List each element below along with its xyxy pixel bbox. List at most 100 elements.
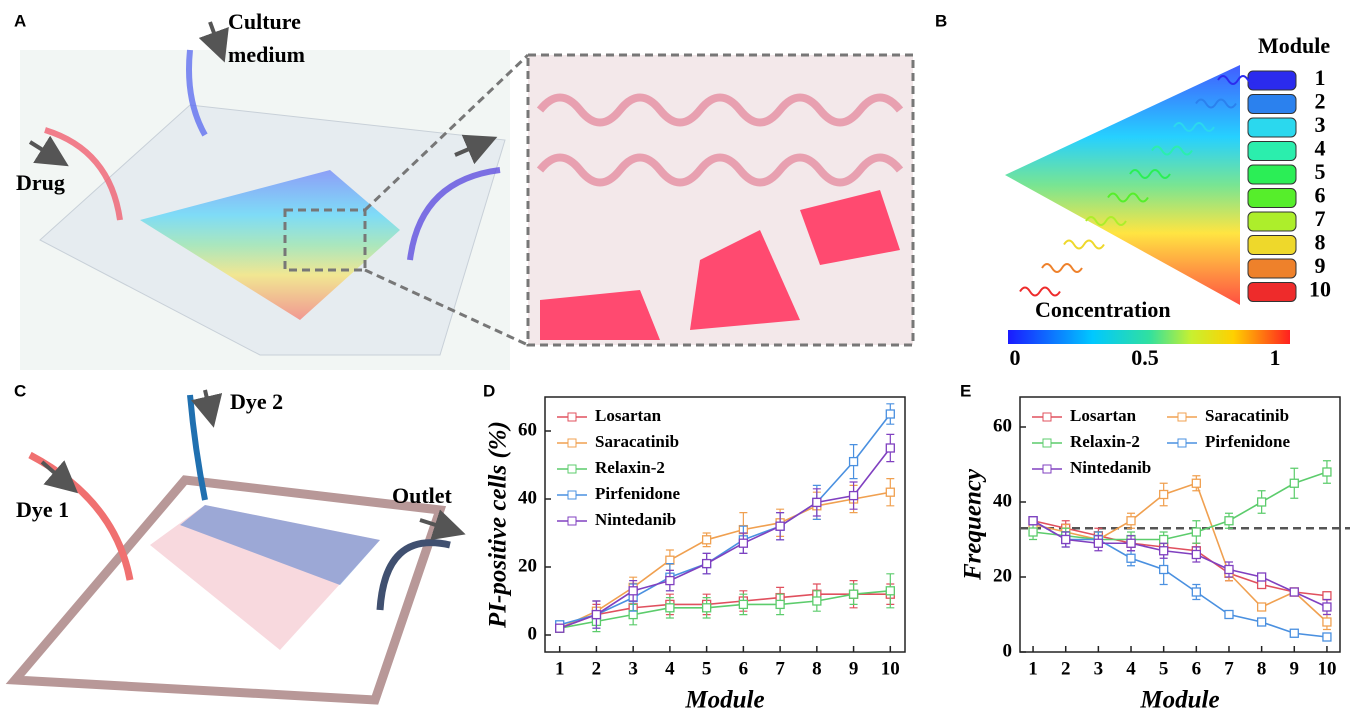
data-point [886,444,894,452]
y-tick-label: 20 [518,555,537,576]
x-axis-label: Module [1139,687,1219,714]
data-point [1160,491,1168,499]
legend-label: Losartan [1070,406,1137,425]
y-tick-label: 20 [993,565,1012,586]
colorbar [1008,330,1290,344]
x-tick-label: 1 [1028,658,1038,679]
series-line [560,594,891,628]
x-tick-label: 10 [1317,658,1336,679]
figure: A Culture medium Drug B Module Concentra… [0,0,1353,718]
data-point [1290,588,1298,596]
data-point [1258,581,1266,589]
data-point [776,600,784,608]
x-tick-label: 1 [555,658,565,679]
label-culture: Culture [228,9,301,34]
data-point [1160,536,1168,544]
data-point [1127,539,1135,547]
legend-marker [568,465,576,473]
data-point [1192,551,1200,559]
data-point [1094,539,1102,547]
data-point [739,600,747,608]
dye-chip [15,390,458,700]
x-tick-label: 3 [628,658,638,679]
data-point [1127,554,1135,562]
panel-letter: A [14,11,26,30]
legend-marker [1043,413,1051,421]
y-tick-label: 0 [528,623,538,644]
module-chamber [1248,259,1296,278]
colorbar-tick: 1 [1270,345,1281,370]
data-point [666,577,674,585]
x-tick-label: 6 [739,658,749,679]
label-drug: Drug [16,170,65,195]
module-label: 4 [1315,136,1326,161]
legend-marker [1043,465,1051,473]
data-point [1225,517,1233,525]
data-point [1160,566,1168,574]
x-tick-label: 7 [1224,658,1234,679]
data-point [629,587,637,595]
module-label: 3 [1315,112,1326,137]
module-label: 2 [1315,89,1326,114]
data-point [556,624,564,632]
data-point [1323,603,1331,611]
x-tick-label: 7 [775,658,785,679]
chip-illustration [20,22,913,370]
data-point [1192,528,1200,536]
data-point [703,536,711,544]
data-point [1258,573,1266,581]
x-tick-label: 4 [1126,658,1136,679]
data-point [813,498,821,506]
data-point [1323,592,1331,600]
legend-label: Relaxin-2 [595,458,665,477]
y-axis-label: Frequency [960,468,987,581]
data-point [1258,603,1266,611]
x-tick-label: 8 [1257,658,1267,679]
module-chamber [1248,118,1296,137]
legend-label: Pirfenidone [1205,432,1290,451]
y-tick-label: 60 [993,415,1012,436]
data-point [886,587,894,595]
module-chamber [1248,236,1296,255]
module-chamber [1248,189,1296,208]
y-tick-label: 40 [518,487,537,508]
y-tick-label: 0 [1003,640,1013,661]
legend-marker [568,491,576,499]
data-point [886,488,894,496]
data-point [1323,468,1331,476]
x-tick-label: 8 [812,658,822,679]
data-point [1258,498,1266,506]
data-point [666,604,674,612]
x-tick-label: 2 [1061,658,1071,679]
legend-marker [568,517,576,525]
x-tick-label: 5 [702,658,712,679]
x-tick-label: 3 [1094,658,1104,679]
module-title: Module [1258,33,1330,58]
x-tick-label: 9 [1290,658,1300,679]
data-point [1225,611,1233,619]
legend-label: Saracatinib [1205,406,1289,425]
legend-marker [1178,413,1186,421]
module-label: 1 [1315,65,1326,90]
module-label: 8 [1315,230,1326,255]
data-point [1192,588,1200,596]
data-point [1290,629,1298,637]
module-label: 10 [1309,277,1331,302]
x-tick-label: 2 [592,658,602,679]
legend-label: Nintedanib [595,510,676,529]
data-point [1029,528,1037,536]
data-point [1290,479,1298,487]
y-tick-label: 60 [518,419,537,440]
module-label: 5 [1315,159,1326,184]
label-culture: medium [228,42,305,67]
data-point [703,604,711,612]
label-dye2: Dye 2 [230,389,283,414]
colorbar-title: Concentration [1035,297,1171,322]
data-point [703,560,711,568]
legend-marker [1043,439,1051,447]
data-point [813,597,821,605]
legend-marker [1178,439,1186,447]
series-line [1033,521,1327,607]
serpentine [1020,288,1060,296]
data-point [1160,547,1168,555]
